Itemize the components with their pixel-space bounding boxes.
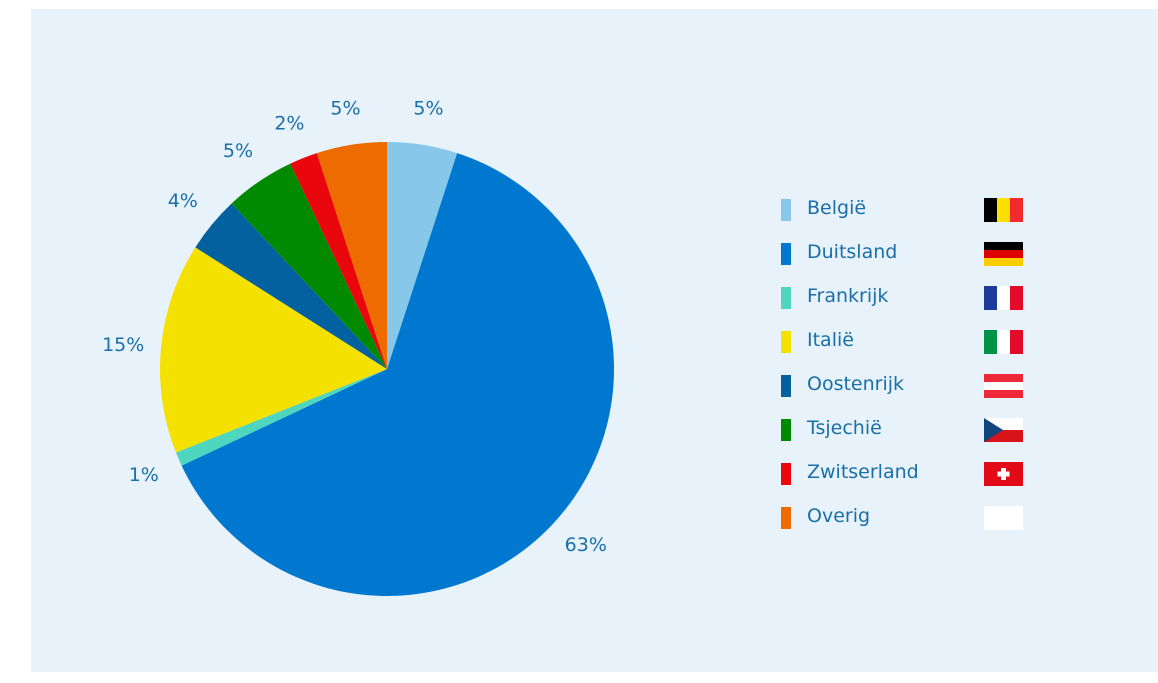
pie-value-label: 2% xyxy=(274,113,304,135)
austria-flag-icon xyxy=(984,374,1023,398)
pie-slice-tsjechië xyxy=(231,163,387,369)
legend-item-italie: Italië xyxy=(781,325,1041,369)
legend-label: Zwitserland xyxy=(807,461,919,483)
legend-swatch xyxy=(781,287,791,309)
pie-slice-overig xyxy=(316,142,387,369)
pie-value-label: 4% xyxy=(168,190,198,212)
belgium-flag-icon xyxy=(984,198,1023,222)
legend-swatch xyxy=(781,419,791,441)
legend-item-belgie: België xyxy=(781,193,1041,237)
legend-item-oostenrijk: Oostenrijk xyxy=(781,369,1041,413)
pie-slice-duitsland xyxy=(181,153,614,596)
germany-flag-icon xyxy=(984,242,1023,266)
legend-item-zwitserland: Zwitserland xyxy=(781,457,1041,501)
pie-value-labels: 5% 63% 1% 15% 4% 5% 2% 5% xyxy=(102,97,607,556)
legend-item-duitsland: Duitsland xyxy=(781,237,1041,281)
pie-value-label: 1% xyxy=(129,464,159,486)
legend-swatch xyxy=(781,507,791,529)
italy-flag-icon xyxy=(984,330,1023,354)
legend-swatch xyxy=(781,243,791,265)
legend-item-overig: Overig xyxy=(781,501,1041,545)
legend-swatch xyxy=(781,199,791,221)
czech-flag-icon xyxy=(984,418,1023,442)
pie-value-label: 63% xyxy=(565,534,607,556)
legend-item-tsjechie: Tsjechië xyxy=(781,413,1041,457)
pie-value-label: 5% xyxy=(223,140,253,162)
legend: België Duitsland Frankrijk Italië xyxy=(781,193,1041,545)
pie-slices xyxy=(160,142,614,596)
legend-swatch xyxy=(781,463,791,485)
pie-slice-oostenrijk xyxy=(195,203,387,369)
blank-flag xyxy=(984,506,1023,530)
legend-swatch xyxy=(781,331,791,353)
pie-slice-zwitserland xyxy=(290,153,387,369)
pie-slice-frankrijk xyxy=(175,369,387,466)
pie-slice-belgië xyxy=(387,142,458,369)
switzerland-flag-icon xyxy=(984,462,1023,486)
legend-label: Duitsland xyxy=(807,241,898,263)
legend-label: Oostenrijk xyxy=(807,373,905,395)
legend-label: Tsjechië xyxy=(807,417,882,439)
legend-label: België xyxy=(807,197,867,219)
legend-label: Frankrijk xyxy=(807,285,889,307)
pie-slice-italië xyxy=(160,247,387,453)
france-flag-icon xyxy=(984,286,1023,310)
legend-item-frankrijk: Frankrijk xyxy=(781,281,1041,325)
legend-label: Italië xyxy=(807,329,854,351)
legend-label: Overig xyxy=(807,505,871,527)
pie-value-label: 15% xyxy=(102,334,144,356)
legend-swatch xyxy=(781,375,791,397)
pie-value-label: 5% xyxy=(413,97,443,119)
pie-value-label: 5% xyxy=(330,97,360,119)
